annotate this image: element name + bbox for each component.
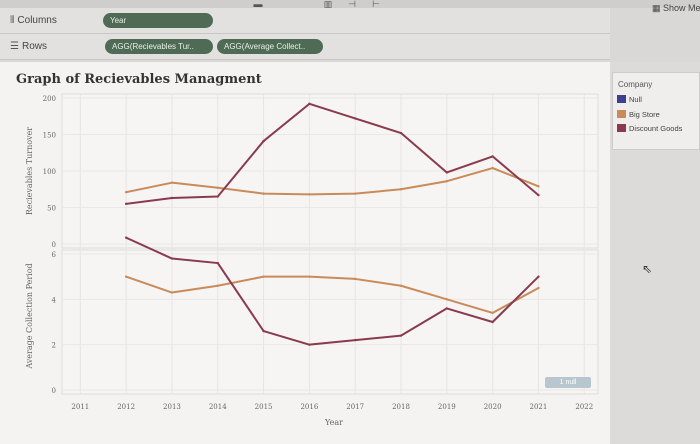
line-chart: Recievables Turnover Average Collection …	[25, 93, 599, 427]
x-tick-label: 2020	[484, 403, 502, 411]
null-indicator[interactable]: 1 null	[545, 377, 591, 388]
y-tick-label: 0	[52, 241, 56, 249]
columns-shelf-label: ⦀ Columns	[10, 15, 57, 26]
pill-receivables-turnover[interactable]: AGG(Recievables Tur..	[105, 39, 213, 54]
y-tick-label: 150	[43, 132, 56, 140]
y-tick-label: 200	[43, 95, 56, 103]
data-point[interactable]	[170, 181, 174, 184]
y-tick-label: 6	[52, 251, 57, 259]
rows-icon: ☰	[10, 41, 19, 52]
data-point[interactable]	[308, 343, 311, 346]
data-point[interactable]	[491, 166, 494, 170]
data-point[interactable]	[537, 193, 540, 197]
data-point[interactable]	[353, 192, 357, 195]
data-point[interactable]	[308, 275, 311, 278]
columns-shelf[interactable]: ⦀ Columns Year	[0, 8, 610, 34]
x-tick-label: 2018	[392, 403, 410, 411]
y-tick-label: 0	[52, 387, 56, 395]
data-point[interactable]	[124, 236, 128, 239]
data-point[interactable]	[262, 192, 265, 195]
data-point[interactable]	[216, 284, 219, 287]
sort-ascending-icon[interactable]: ⊣	[348, 0, 356, 9]
series-line-discount-goods[interactable]	[125, 236, 540, 346]
legend-swatch	[617, 95, 626, 103]
data-point[interactable]	[308, 102, 311, 106]
data-point[interactable]	[537, 185, 540, 188]
data-point[interactable]	[399, 131, 403, 135]
data-point[interactable]	[170, 196, 174, 200]
data-point[interactable]	[170, 291, 174, 294]
data-point[interactable]	[353, 338, 357, 342]
x-tick-label: 2012	[117, 403, 135, 411]
y-tick-label: 50	[47, 205, 56, 213]
data-point[interactable]	[445, 171, 449, 174]
columns-icon: ⦀	[10, 15, 15, 26]
legend-swatch	[617, 124, 626, 132]
rows-shelf[interactable]: ☰ Rows AGG(Recievables Tur.. AGG(Average …	[0, 34, 610, 60]
data-point[interactable]	[124, 202, 128, 206]
y-axis-label-bottom: Average Collection Period	[25, 263, 34, 369]
data-point[interactable]	[445, 180, 449, 183]
y-axis-label-top: Recievables Turnover	[25, 127, 34, 215]
x-tick-label: 2017	[346, 403, 364, 411]
toolbar: ▬ ▥ ⊣ ⊢	[0, 0, 700, 9]
y-tick-label: 4	[52, 296, 57, 304]
data-point[interactable]	[216, 261, 219, 265]
sort-descending-icon[interactable]: ⊢	[372, 0, 380, 9]
legend-item-big-store[interactable]: Big Store	[617, 110, 700, 120]
x-tick-label: 2021	[530, 403, 548, 411]
pill-average-collection[interactable]: AGG(Average Collect..	[217, 39, 323, 54]
x-tick-label: 2011	[71, 403, 89, 411]
rows-shelf-label: ☰ Rows	[10, 41, 47, 52]
y-tick-label: 2	[52, 342, 56, 350]
worksheet-title: Graph of Recievables Managment	[16, 72, 262, 87]
y-tick-label: 100	[43, 168, 56, 176]
swap-icon[interactable]: ▬	[253, 0, 263, 9]
data-point[interactable]	[170, 257, 174, 260]
legend-item-null[interactable]: Null	[617, 95, 700, 105]
data-point[interactable]	[445, 307, 449, 310]
data-point[interactable]	[537, 286, 540, 290]
series-line-discount-goods[interactable]	[126, 102, 540, 205]
series-line-big-store[interactable]	[125, 275, 539, 314]
mouse-cursor-icon: ⇖	[642, 262, 653, 276]
x-tick-label: 2014	[209, 403, 227, 411]
show-me-label: Show Me	[663, 3, 700, 13]
color-legend[interactable]: Company Null Big Store Discount Goods	[612, 72, 700, 150]
legend-title: Company	[618, 80, 653, 89]
data-point[interactable]	[216, 195, 219, 198]
x-tick-label: 2016	[300, 403, 318, 411]
x-tick-label: 2015	[255, 403, 273, 411]
data-point[interactable]	[262, 275, 265, 278]
legend-item-discount-goods[interactable]: Discount Goods	[617, 124, 700, 134]
data-point[interactable]	[399, 188, 403, 191]
data-point[interactable]	[262, 139, 265, 143]
data-point[interactable]	[491, 311, 494, 315]
show-me-icon: ▦	[652, 3, 661, 13]
data-point[interactable]	[399, 334, 403, 337]
x-tick-label: 2019	[438, 403, 456, 411]
data-point[interactable]	[353, 117, 357, 120]
data-point[interactable]	[491, 155, 494, 158]
legend-swatch	[617, 110, 626, 118]
data-point[interactable]	[262, 329, 265, 333]
data-point[interactable]	[308, 193, 311, 196]
data-point[interactable]	[124, 190, 128, 194]
data-point[interactable]	[445, 298, 449, 301]
data-point[interactable]	[124, 275, 128, 278]
x-tick-label: 2013	[163, 403, 181, 411]
data-point[interactable]	[216, 186, 219, 189]
show-me-button[interactable]: ▦ Show Me	[652, 3, 700, 14]
chart-type-icon[interactable]: ▥	[323, 0, 333, 9]
data-point[interactable]	[537, 275, 540, 278]
x-tick-label: 2022	[575, 403, 593, 411]
x-axis-label: Year	[324, 418, 343, 427]
data-point[interactable]	[491, 320, 494, 324]
pill-year[interactable]: Year	[103, 13, 213, 28]
series-line-big-store[interactable]	[125, 167, 539, 196]
data-point[interactable]	[353, 277, 357, 281]
data-point[interactable]	[399, 284, 403, 287]
chart-pane	[61, 249, 599, 395]
